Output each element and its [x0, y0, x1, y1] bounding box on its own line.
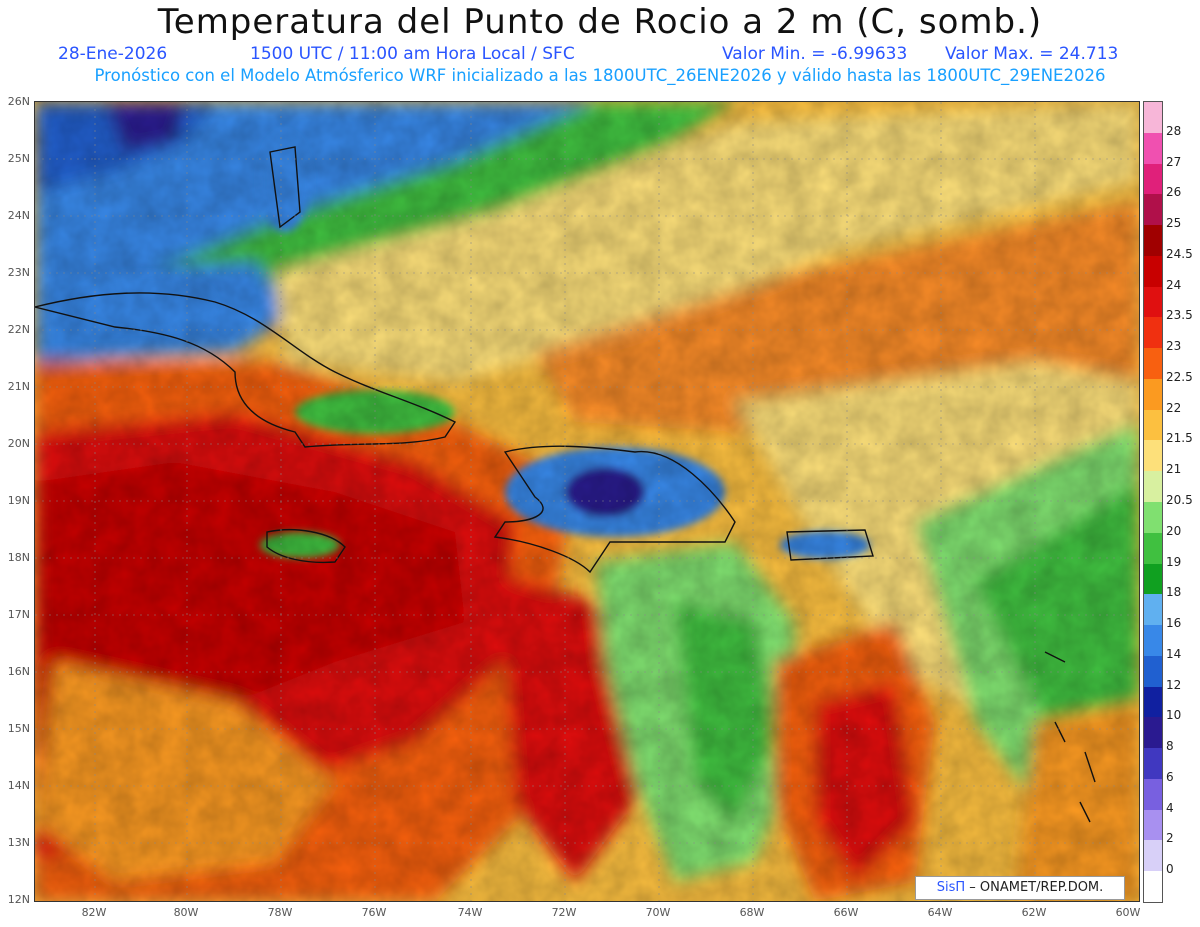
colorbar-segment: [1144, 317, 1162, 349]
colorbar-segment: [1144, 409, 1162, 441]
forecast-date: 28-Ene-2026: [58, 44, 168, 64]
colorbar-segment: [1144, 440, 1162, 472]
colorbar-segment: [1144, 502, 1162, 534]
lat-label: 21N: [7, 380, 30, 393]
texture: [35, 102, 1139, 901]
model-info: Pronóstico con el Modelo Atmósferico WRF…: [94, 66, 1106, 85]
lat-label: 22N: [7, 323, 30, 336]
lat-label: 25N: [7, 152, 30, 165]
colorbar-level: 12: [1166, 677, 1182, 692]
lat-label: 18N: [7, 551, 30, 564]
colorbar-segment: [1144, 748, 1162, 780]
lat-label: 12N: [7, 893, 30, 906]
bahamas-coast: [269, 146, 301, 229]
lesser-antilles-coast: [1044, 651, 1096, 823]
colorbar-segment: [1144, 655, 1162, 688]
colorbar-segment: [1144, 532, 1162, 565]
colorbar-level: 6: [1166, 769, 1174, 784]
colorbar-segment: [1144, 563, 1162, 595]
colorbar-level: 25: [1166, 216, 1182, 231]
lat-label: 14N: [7, 779, 30, 792]
lon-label: 82W: [81, 906, 107, 919]
colorbar: [1143, 101, 1163, 903]
colorbar-segment: [1144, 255, 1162, 288]
lat-label: 23N: [7, 266, 30, 279]
colorbar-level: 2: [1166, 831, 1174, 846]
coastlines: [35, 146, 1096, 823]
puerto-rico-coast: [786, 529, 874, 561]
colorbar-segment: [1144, 809, 1162, 841]
colorbar-segment: [1144, 348, 1162, 380]
lon-label: 70W: [645, 906, 671, 919]
colorbar-level: 19: [1166, 554, 1182, 569]
colorbar-level: 10: [1166, 708, 1182, 723]
colorbar-level: 4: [1166, 800, 1174, 815]
min-value: Valor Min. = -6.99633: [722, 44, 908, 64]
colorbar-segment: [1144, 871, 1162, 903]
credit-box: SisΠ – ONAMET/REP.DOM.: [915, 876, 1125, 900]
colorbar-level: 23: [1166, 339, 1182, 354]
lat-label: 13N: [7, 836, 30, 849]
credit-text: – ONAMET/REP.DOM.: [969, 880, 1104, 895]
colorbar-segment: [1144, 286, 1162, 318]
lon-label: 64W: [927, 906, 953, 919]
colorbar-segment: [1144, 194, 1162, 226]
lon-label: 66W: [833, 906, 859, 919]
colorbar-level: 14: [1166, 646, 1182, 661]
colorbar-level: 24.5: [1166, 246, 1193, 261]
lat-label: 20N: [7, 437, 30, 450]
lon-label: 62W: [1021, 906, 1047, 919]
lat-label: 16N: [7, 665, 30, 678]
forecast-time: 1500 UTC / 11:00 am Hora Local / SFC: [250, 44, 575, 64]
lon-label: 60W: [1115, 906, 1141, 919]
colorbar-level: 0: [1166, 862, 1174, 877]
colorbar-segment: [1144, 717, 1162, 749]
lat-label: 26N: [7, 95, 30, 108]
colorbar-segment: [1144, 225, 1162, 257]
colorbar-level: 22: [1166, 400, 1182, 415]
colorbar-segment: [1144, 132, 1162, 165]
lon-label: 72W: [551, 906, 577, 919]
colorbar-level: 21: [1166, 462, 1182, 477]
lon-label: 76W: [361, 906, 387, 919]
colorbar-segment: [1144, 102, 1162, 134]
colorbar-segment: [1144, 163, 1162, 195]
colorbar-segment: [1144, 378, 1162, 411]
lon-label: 80W: [173, 906, 199, 919]
lon-label: 78W: [267, 906, 293, 919]
map-title: Temperatura del Punto de Rocio a 2 m (C,…: [157, 2, 1043, 42]
colorbar-level: 26: [1166, 185, 1182, 200]
colorbar-segment: [1144, 778, 1162, 811]
hispaniola-coast: [493, 445, 736, 574]
lat-lon-grid: [35, 102, 1139, 901]
colorbar-segment: [1144, 471, 1162, 503]
cuba-coast: [35, 292, 457, 448]
lat-label: 19N: [7, 494, 30, 507]
colorbar-level: 20.5: [1166, 493, 1193, 507]
dewpoint-map: [34, 101, 1140, 902]
sispi-logo: SisΠ: [936, 880, 966, 895]
colorbar-level: 22.5: [1166, 369, 1193, 384]
lon-label: 68W: [739, 906, 765, 919]
lat-label: 17N: [7, 608, 30, 621]
colorbar-level: 18: [1166, 585, 1182, 600]
colorbar-level: 24: [1166, 277, 1182, 292]
colorbar-level: 20: [1166, 523, 1182, 538]
colorbar-level: 16: [1166, 616, 1182, 631]
colorbar-segment: [1144, 625, 1162, 657]
colorbar-segment: [1144, 594, 1162, 626]
max-value: Valor Max. = 24.713: [945, 44, 1119, 64]
colorbar-level: 23.5: [1166, 308, 1193, 323]
lat-label: 15N: [7, 722, 30, 735]
colorbar-level: 27: [1166, 154, 1182, 169]
lat-label: 24N: [7, 209, 30, 222]
colorbar-level: 21.5: [1166, 431, 1193, 446]
colorbar-level: 28: [1166, 123, 1182, 138]
jamaica-coast: [266, 529, 346, 564]
lon-label: 74W: [457, 906, 483, 919]
colorbar-segment: [1144, 840, 1162, 872]
colorbar-segment: [1144, 686, 1162, 718]
colorbar-level: 8: [1166, 739, 1174, 754]
